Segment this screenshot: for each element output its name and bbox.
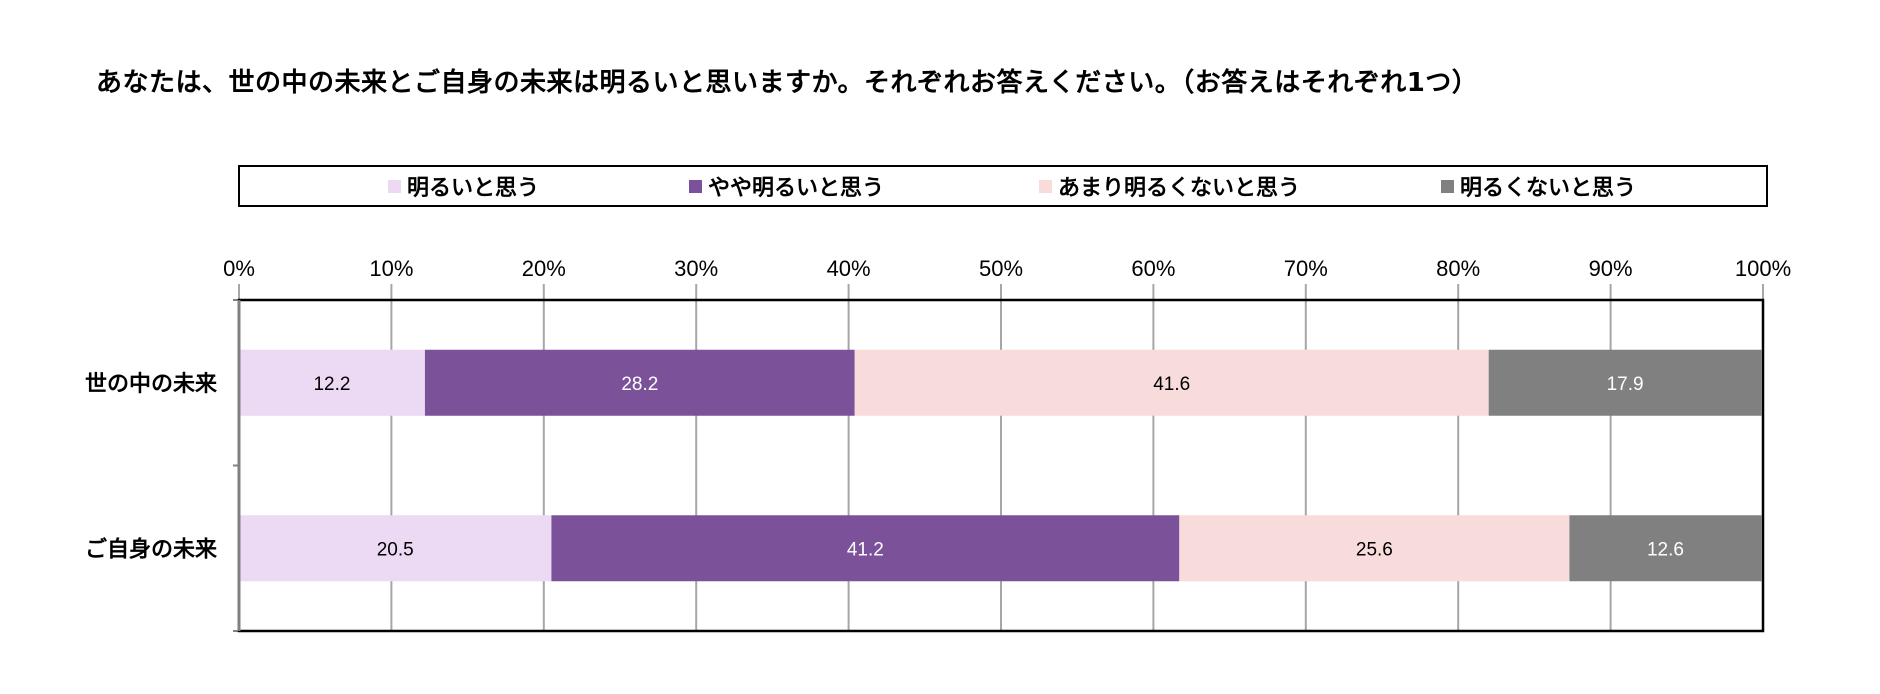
- data-label: 28.2: [621, 374, 658, 395]
- legend-label: やや明るいと思う: [708, 176, 885, 201]
- legend-label: 明るいと思う: [407, 176, 540, 201]
- legend-item-somewhat-bright: やや明るいと思う: [689, 167, 884, 205]
- legend-item-bright: 明るいと思う: [388, 167, 539, 205]
- legend-label: 明るくないと思う: [1460, 176, 1637, 201]
- chart-title: あなたは、世の中の未来とご自身の未来は明るいと思いますか。それぞれお答えください…: [96, 68, 1479, 98]
- bar-segment: [239, 515, 552, 582]
- bar-segment: [424, 349, 855, 416]
- x-tick-label: 40%: [827, 256, 871, 281]
- bar-segment: [1179, 515, 1570, 582]
- x-tick-label: 100%: [1735, 256, 1791, 281]
- data-label: 12.2: [313, 374, 350, 395]
- legend-item-not-very-bright: あまり明るくないと思う: [1039, 167, 1300, 205]
- x-tick-label: 10%: [369, 256, 413, 281]
- legend-label: あまり明るくないと思う: [1058, 176, 1301, 201]
- category-label: 世の中の未来: [85, 372, 218, 397]
- data-label: 41.6: [1153, 374, 1190, 395]
- x-tick-label: 0%: [223, 256, 255, 281]
- x-tick-label: 70%: [1284, 256, 1328, 281]
- data-label: 20.5: [377, 539, 414, 560]
- x-tick-label: 50%: [979, 256, 1023, 281]
- data-label: 12.6: [1647, 539, 1684, 560]
- bar-segment: [1569, 515, 1762, 582]
- data-label: 17.9: [1607, 374, 1644, 395]
- bar-segment: [551, 515, 1180, 582]
- x-tick-label: 60%: [1131, 256, 1175, 281]
- bar-segment: [854, 349, 1489, 416]
- category-label: ご自身の未来: [85, 536, 218, 562]
- x-tick-label: 90%: [1589, 256, 1633, 281]
- x-tick-label: 80%: [1436, 256, 1480, 281]
- bar-segment: [1488, 349, 1762, 416]
- legend-swatch: [1441, 179, 1454, 193]
- legend-swatch: [388, 179, 401, 193]
- data-label: 41.2: [847, 539, 884, 560]
- x-tick-label: 30%: [674, 256, 718, 281]
- legend-item-not-bright: 明るくないと思う: [1441, 167, 1636, 205]
- x-tick-label: 20%: [522, 256, 566, 281]
- data-label: 25.6: [1356, 539, 1393, 560]
- legend-swatch: [1039, 179, 1052, 193]
- legend-swatch: [689, 179, 702, 193]
- legend: 明るいと思う やや明るいと思う あまり明るくないと思う 明るくないと思う: [238, 165, 1768, 207]
- bar-segment: [239, 349, 425, 416]
